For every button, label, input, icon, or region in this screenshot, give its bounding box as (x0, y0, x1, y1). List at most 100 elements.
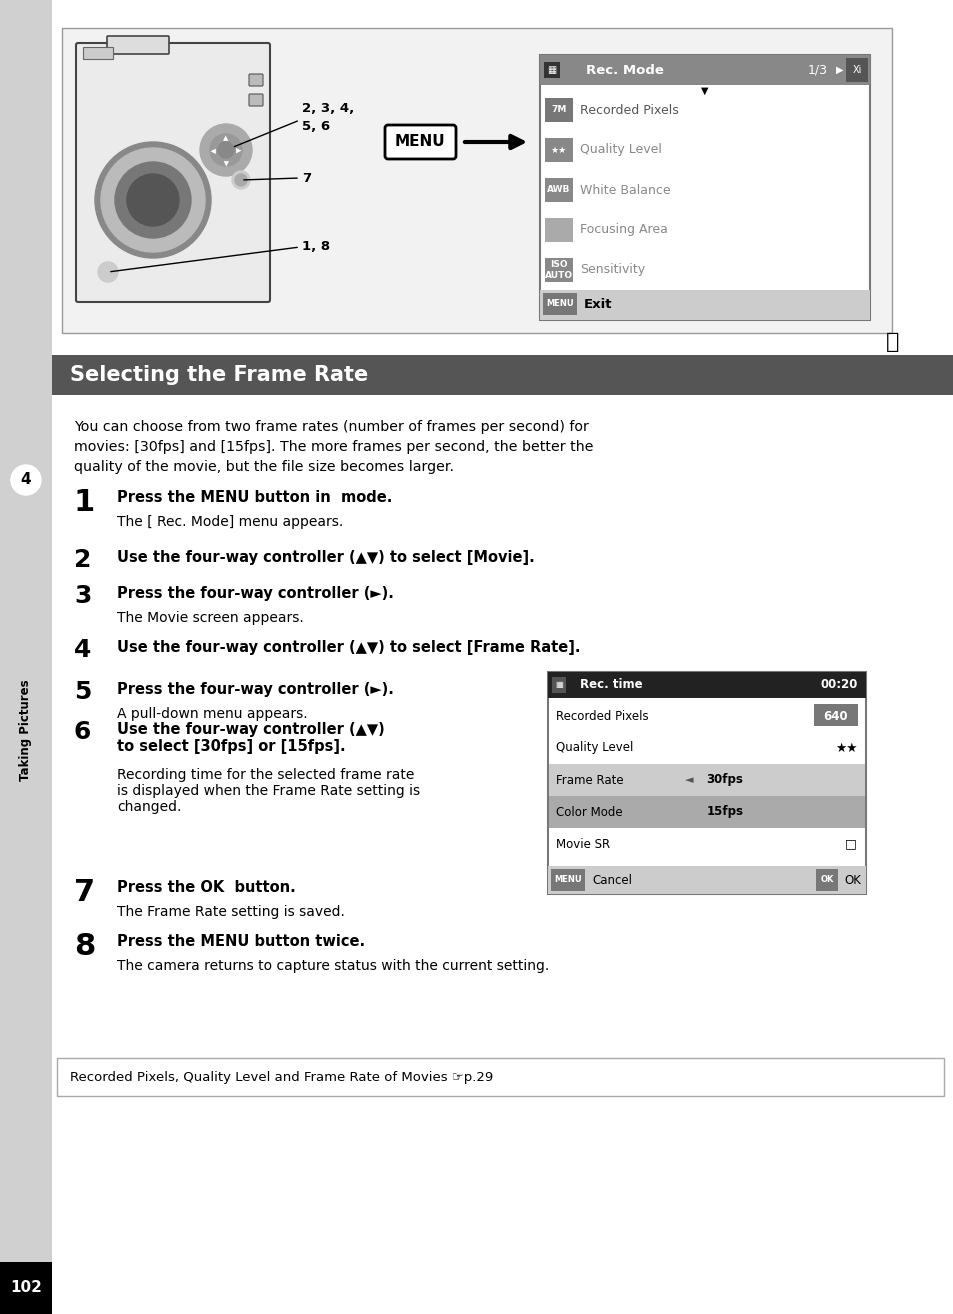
FancyBboxPatch shape (813, 704, 857, 727)
Text: 1/3: 1/3 (807, 63, 827, 76)
FancyBboxPatch shape (385, 125, 456, 159)
Text: ▦: ▦ (547, 64, 556, 75)
FancyBboxPatch shape (544, 138, 573, 162)
Text: ▲: ▲ (223, 159, 229, 164)
Text: ◄: ◄ (684, 775, 693, 784)
FancyBboxPatch shape (0, 0, 52, 1314)
Text: 6: 6 (74, 720, 91, 744)
Text: 5: 5 (74, 681, 91, 704)
Text: 00:20: 00:20 (820, 678, 857, 691)
Text: ▼: ▼ (700, 85, 708, 96)
Text: Recorded Pixels: Recorded Pixels (556, 710, 648, 723)
FancyBboxPatch shape (548, 763, 864, 796)
FancyBboxPatch shape (544, 99, 573, 122)
Circle shape (101, 148, 205, 252)
Text: 1: 1 (74, 487, 95, 516)
FancyBboxPatch shape (542, 293, 577, 315)
Text: 30fps: 30fps (706, 774, 742, 787)
Text: 640: 640 (822, 710, 847, 723)
Text: Use the four-way controller (▲▼) to select [Movie].: Use the four-way controller (▲▼) to sele… (117, 551, 535, 565)
Text: ISO
AUTO: ISO AUTO (544, 260, 573, 280)
FancyBboxPatch shape (83, 47, 112, 59)
Text: Selecting the Frame Rate: Selecting the Frame Rate (70, 365, 368, 385)
Text: OK: OK (820, 875, 833, 884)
Text: Cancel: Cancel (592, 874, 631, 887)
Text: 5, 6: 5, 6 (302, 121, 330, 134)
FancyBboxPatch shape (547, 671, 865, 698)
Text: Press the MENU button twice.: Press the MENU button twice. (117, 934, 365, 949)
Circle shape (232, 171, 250, 189)
Text: ★★: ★★ (835, 741, 857, 754)
Text: ▦: ▦ (555, 681, 562, 690)
FancyBboxPatch shape (107, 35, 169, 54)
Circle shape (98, 261, 118, 283)
FancyBboxPatch shape (547, 671, 865, 894)
Text: Xi: Xi (851, 64, 861, 75)
FancyBboxPatch shape (845, 58, 867, 81)
Text: 7: 7 (74, 878, 95, 907)
FancyBboxPatch shape (543, 62, 559, 78)
FancyBboxPatch shape (539, 290, 869, 321)
Circle shape (218, 142, 233, 158)
Text: 15fps: 15fps (706, 805, 742, 819)
FancyBboxPatch shape (57, 1058, 943, 1096)
Circle shape (234, 173, 247, 187)
Circle shape (95, 142, 211, 258)
Circle shape (115, 162, 191, 238)
Text: 2, 3, 4,: 2, 3, 4, (302, 101, 354, 114)
Text: Press the four-way controller (►).: Press the four-way controller (►). (117, 682, 394, 696)
Text: Press the MENU button in  mode.: Press the MENU button in mode. (117, 490, 392, 505)
Text: MENU: MENU (554, 875, 581, 884)
Text: Color Mode: Color Mode (556, 805, 622, 819)
FancyBboxPatch shape (52, 355, 953, 396)
Text: Focusing Area: Focusing Area (579, 223, 667, 237)
Text: AWB: AWB (547, 185, 570, 194)
Text: Use the four-way controller (▲▼) to select [Frame Rate].: Use the four-way controller (▲▼) to sele… (117, 640, 579, 654)
FancyBboxPatch shape (544, 258, 573, 283)
Text: ▲: ▲ (234, 147, 240, 152)
FancyBboxPatch shape (815, 869, 837, 891)
Text: Rec. time: Rec. time (579, 678, 642, 691)
Circle shape (11, 465, 41, 495)
FancyBboxPatch shape (547, 866, 865, 894)
Text: MENU: MENU (395, 134, 445, 150)
FancyBboxPatch shape (62, 28, 891, 332)
Text: 4: 4 (21, 473, 31, 487)
FancyBboxPatch shape (0, 1261, 52, 1314)
Text: The camera returns to capture status with the current setting.: The camera returns to capture status wit… (117, 959, 549, 972)
FancyBboxPatch shape (552, 677, 565, 692)
Text: Recorded Pixels, Quality Level and Frame Rate of Movies ☞p.29: Recorded Pixels, Quality Level and Frame… (70, 1071, 493, 1084)
Text: 7M: 7M (551, 105, 566, 114)
Text: 7: 7 (302, 172, 311, 184)
Text: The Frame Rate setting is saved.: The Frame Rate setting is saved. (117, 905, 345, 918)
Text: Recording time for the selected frame rate
is displayed when the Frame Rate sett: Recording time for the selected frame ra… (117, 767, 419, 815)
FancyBboxPatch shape (249, 74, 263, 85)
Text: The [ Rec. Mode] menu appears.: The [ Rec. Mode] menu appears. (117, 515, 343, 530)
Text: Sensitivity: Sensitivity (579, 264, 644, 276)
Circle shape (210, 134, 242, 166)
Circle shape (127, 173, 179, 226)
Text: The Movie screen appears.: The Movie screen appears. (117, 611, 303, 625)
Text: Use the four-way controller (▲▼)
to select [30fps] or [15fps].: Use the four-way controller (▲▼) to sele… (117, 721, 384, 754)
Text: Press the four-way controller (►).: Press the four-way controller (►). (117, 586, 394, 600)
Text: 4: 4 (74, 639, 91, 662)
Text: Frame Rate: Frame Rate (556, 774, 623, 787)
Text: ★★: ★★ (550, 146, 566, 155)
FancyBboxPatch shape (544, 177, 573, 202)
FancyBboxPatch shape (551, 869, 584, 891)
Text: Exit: Exit (583, 297, 612, 310)
FancyBboxPatch shape (539, 55, 869, 85)
Text: 102: 102 (10, 1281, 42, 1296)
Text: Quality Level: Quality Level (579, 143, 661, 156)
FancyBboxPatch shape (249, 95, 263, 106)
Text: Taking Pictures: Taking Pictures (19, 679, 32, 781)
Text: Press the OK  button.: Press the OK button. (117, 880, 295, 895)
Text: You can choose from two frame rates (number of frames per second) for
movies: [3: You can choose from two frame rates (num… (74, 420, 593, 474)
Text: 1, 8: 1, 8 (302, 240, 330, 254)
Text: 📷: 📷 (885, 332, 899, 352)
Text: White Balance: White Balance (579, 184, 670, 197)
Text: ▶: ▶ (836, 64, 842, 75)
Text: A pull-down menu appears.: A pull-down menu appears. (117, 707, 307, 721)
Text: 2: 2 (74, 548, 91, 572)
FancyBboxPatch shape (539, 55, 869, 321)
